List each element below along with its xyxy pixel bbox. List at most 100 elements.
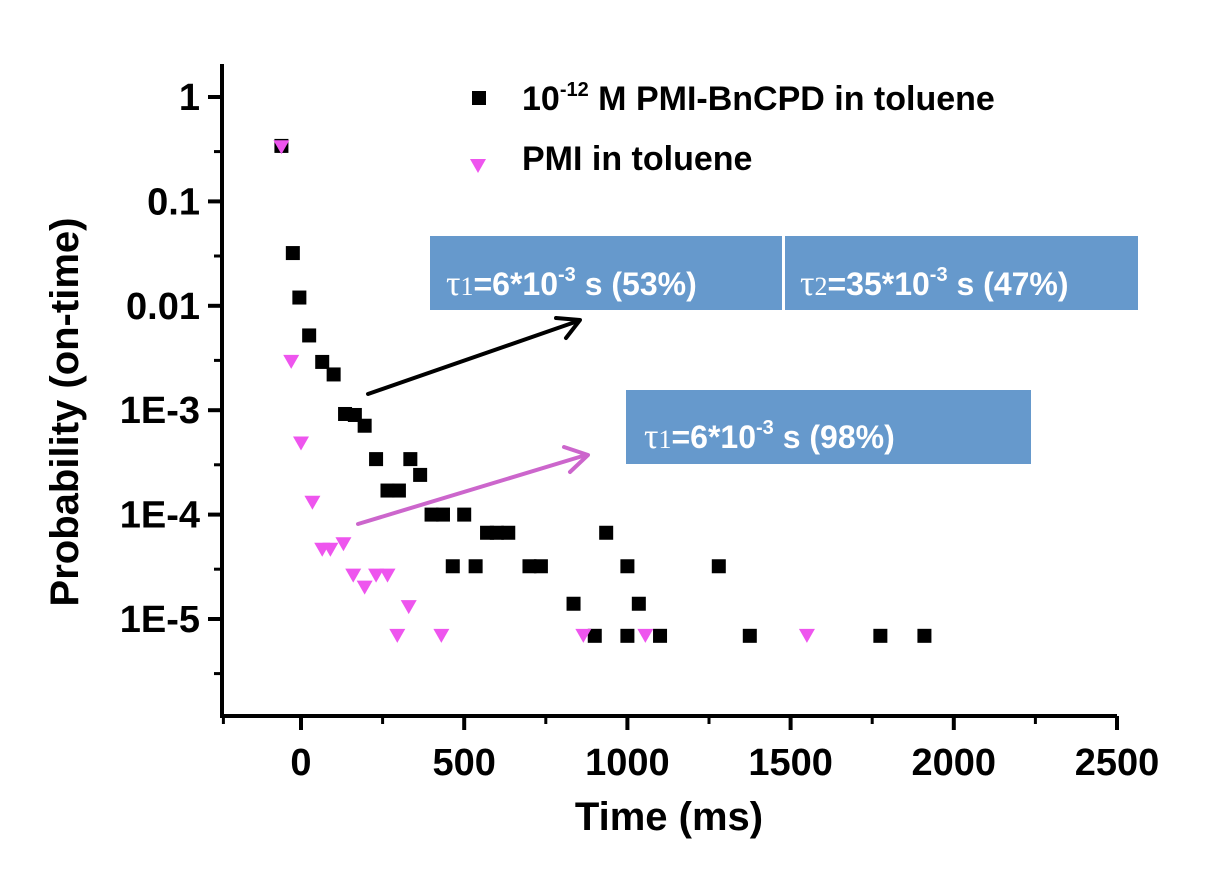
legend: 10-12 M PMI-BnCPD in toluene PMI in tolu… xyxy=(470,79,995,178)
data-point-triangle xyxy=(637,628,654,643)
data-point-square xyxy=(302,328,317,343)
data-point-square xyxy=(653,628,668,643)
data-point-triangle xyxy=(273,140,290,155)
x-tick-label: 1000 xyxy=(585,742,670,784)
annotation-unit: s (53%) xyxy=(576,266,697,302)
data-point-square xyxy=(587,628,602,643)
svg-text:τ2=35*10-3 s (47%): τ2=35*10-3 s (47%) xyxy=(800,263,1069,303)
legend-marker-triangle xyxy=(470,159,486,173)
data-point-triangle xyxy=(335,537,352,552)
axes: 0 500 1000 1500 2000 2500 1 0.1 0.01 1E-3 1E-4 1E-… xyxy=(120,64,1160,784)
annotation-value: =6*10 xyxy=(473,266,558,302)
tau-index: 1 xyxy=(658,425,671,454)
data-point-triangle xyxy=(293,436,309,451)
data-point-square xyxy=(326,367,341,382)
x-tick-label: 1500 xyxy=(748,742,833,784)
tau-symbol: τ xyxy=(644,416,658,456)
data-point-square xyxy=(424,507,439,522)
data-point-square xyxy=(620,559,635,574)
y-tick-label: 0.1 xyxy=(147,181,200,223)
data-point-square xyxy=(347,407,362,422)
annotation-box-1 xyxy=(430,236,782,310)
svg-text:τ1=6*10-3 s (53%): τ1=6*10-3 s (53%) xyxy=(446,263,697,303)
data-point-triangle xyxy=(400,600,417,615)
data-point-square xyxy=(457,507,472,522)
annotation-box-2 xyxy=(785,236,1138,310)
data-point-triangle xyxy=(345,568,362,583)
data-point-triangle xyxy=(356,580,373,595)
y-ticks: 1 0.1 0.01 1E-3 1E-4 1E-5 xyxy=(120,77,222,676)
data-point-square xyxy=(391,483,406,498)
data-point-square xyxy=(533,559,548,574)
data-point-square xyxy=(285,246,300,261)
x-tick-label: 2000 xyxy=(912,742,997,784)
arrow-pink xyxy=(356,453,588,526)
tau-index: 2 xyxy=(814,272,827,301)
annotation-3: τ1=6*10-3 s (98%) xyxy=(626,390,1031,464)
annotation-2: τ2=35*10-3 s (47%) xyxy=(785,236,1138,310)
data-point-square xyxy=(501,525,516,540)
data-point-square xyxy=(445,559,460,574)
data-point-square xyxy=(468,559,483,574)
data-point-square xyxy=(566,596,581,611)
y-tick-label: 1E-5 xyxy=(120,599,200,641)
arrow-black xyxy=(366,319,580,396)
annotation-1: τ1=6*10-3 s (53%) xyxy=(430,236,782,310)
annotation-value: =35*10 xyxy=(827,266,929,302)
tau-symbol: τ xyxy=(446,263,460,303)
annotation-unit: s (47%) xyxy=(948,266,1069,302)
data-point-square xyxy=(917,628,932,643)
data-point-square xyxy=(380,483,395,498)
data-point-square xyxy=(292,290,307,305)
data-point-triangle xyxy=(368,568,385,583)
tau-index: 1 xyxy=(460,272,473,301)
x-tick-label: 500 xyxy=(432,742,495,784)
annotation-exponent: -3 xyxy=(558,264,576,286)
data-point-triangle xyxy=(379,568,396,583)
data-point-square xyxy=(369,452,384,467)
legend-label-2: PMI in toluene xyxy=(522,140,752,178)
x-tick-label: 2500 xyxy=(1075,742,1160,784)
svg-text:τ1=6*10-3 s (98%): τ1=6*10-3 s (98%) xyxy=(644,416,895,456)
arrow-pink-head xyxy=(562,445,590,474)
annotation-unit: s (98%) xyxy=(774,419,895,455)
series-pmi-bncpd xyxy=(274,138,932,643)
data-point-square xyxy=(631,596,646,611)
data-point-triangle xyxy=(798,628,815,643)
x-axis-title: Time (ms) xyxy=(575,795,763,839)
y-tick-label: 0.01 xyxy=(126,286,200,328)
data-point-square xyxy=(403,452,418,467)
data-point-square xyxy=(742,628,757,643)
series-pmi xyxy=(273,140,815,643)
y-tick-label: 1E-3 xyxy=(120,390,200,432)
x-tick-label: 0 xyxy=(290,742,311,784)
data-point-square xyxy=(522,559,537,574)
data-point-square xyxy=(599,525,614,540)
legend-label-1: 10-12 M PMI-BnCPD in toluene xyxy=(522,79,995,118)
y-axis-title: Probability (on-time) xyxy=(43,218,87,607)
legend-label-1-exp: -12 xyxy=(560,79,589,101)
data-point-triangle xyxy=(283,354,300,369)
x-ticks: 0 500 1000 1500 2000 2500 xyxy=(221,716,1160,784)
data-point-triangle xyxy=(322,542,339,557)
data-point-square xyxy=(435,507,450,522)
annotation-exponent: -3 xyxy=(756,417,774,439)
legend-marker-square xyxy=(472,91,486,105)
data-point-square xyxy=(873,628,888,643)
data-point-triangle xyxy=(433,628,450,643)
data-point-square xyxy=(620,628,635,643)
data-point-square xyxy=(711,559,726,574)
data-point-square xyxy=(413,467,428,482)
legend-label-1-rest: M PMI-BnCPD in toluene xyxy=(589,80,995,118)
annotation-value: =6*10 xyxy=(671,419,756,455)
arrow-black-head xyxy=(554,316,582,340)
y-tick-label: 1E-4 xyxy=(120,495,200,537)
data-point-square xyxy=(489,525,504,540)
data-point-triangle xyxy=(304,495,321,510)
data-point-triangle xyxy=(575,628,592,643)
tau-symbol: τ xyxy=(800,263,814,303)
legend-label-1-base: 10 xyxy=(522,80,560,118)
annotation-exponent: -3 xyxy=(930,264,948,286)
data-point-square xyxy=(315,354,330,369)
